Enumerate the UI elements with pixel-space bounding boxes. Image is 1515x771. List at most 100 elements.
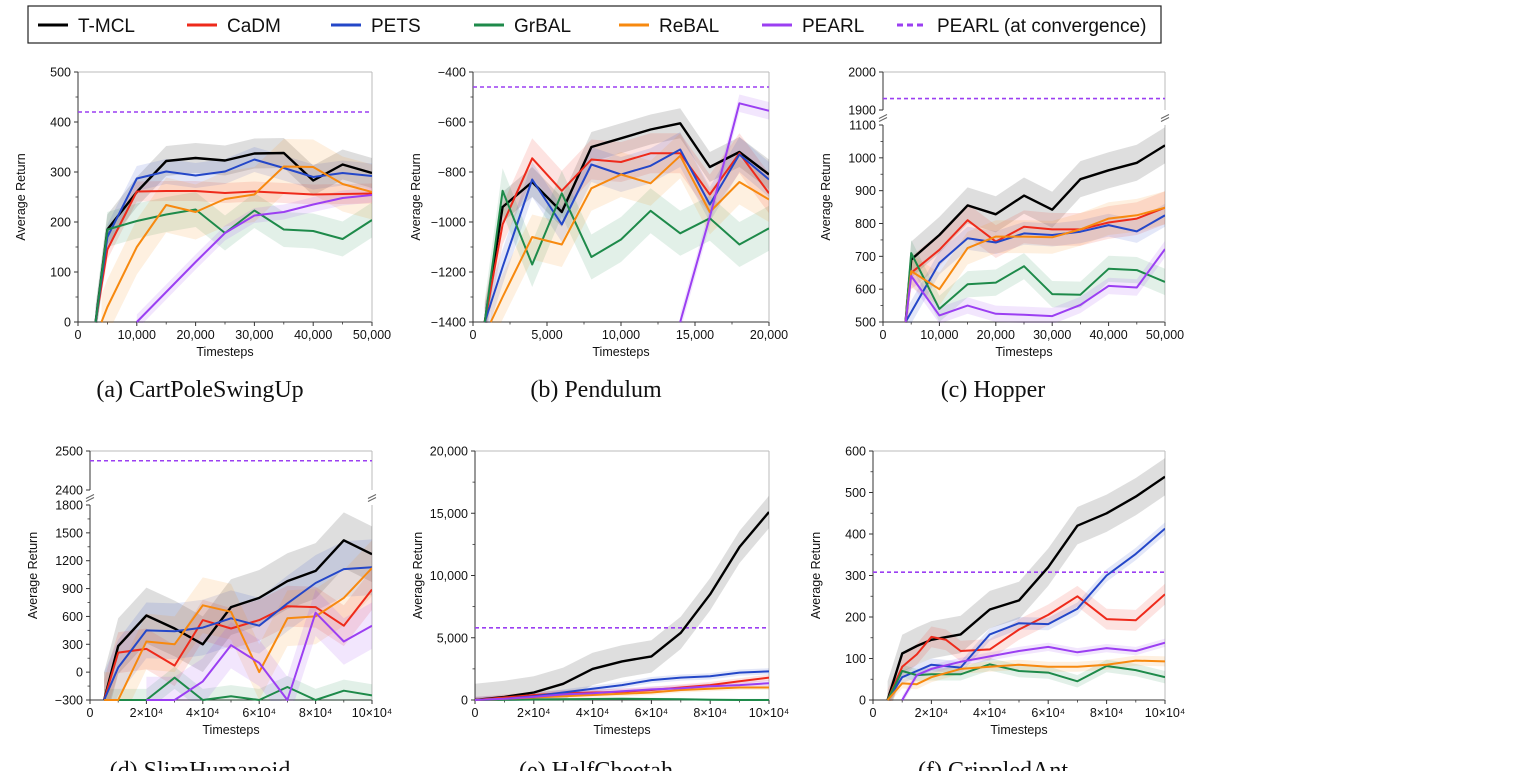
series-line-rebal <box>904 206 1165 323</box>
x-tick-label: 0 <box>880 328 887 342</box>
series-line-pets <box>904 214 1165 323</box>
legend-entry-cadm: CaDM <box>187 16 281 37</box>
x-tick-label: 6×10⁴ <box>1031 706 1065 720</box>
y-tick-label: 300 <box>845 569 866 583</box>
series-line-cadm <box>886 593 1165 701</box>
series-line-pearl <box>136 194 372 323</box>
legend-entry-pets: PETS <box>331 16 421 37</box>
panel-e-halfcheetah: 0 2×10⁴ 4×10⁴ 6×10⁴ 8×10⁴ 10×10⁴ 0 5,000 10,000 1… <box>411 445 789 771</box>
series-line-cadm <box>94 190 372 323</box>
series-line-cadm <box>103 588 372 701</box>
y-tick-label: 10,000 <box>430 569 468 583</box>
plot-area <box>90 459 372 701</box>
y-tick-label: 0 <box>64 316 71 330</box>
x-tick-label: 30,000 <box>1033 328 1071 342</box>
x-tick-label: 0 <box>470 328 477 342</box>
y-tick-label: 500 <box>855 316 876 330</box>
confidence-band-grbal <box>905 239 1165 323</box>
axis-break-mark <box>878 114 888 122</box>
x-tick-label: 40,000 <box>1089 328 1127 342</box>
y-axis-label: Average Return <box>819 153 833 240</box>
y-axis-label: Average Return <box>809 532 823 619</box>
panel-caption: (b) Pendulum <box>530 377 662 403</box>
y-tick-label: −600 <box>438 116 466 130</box>
y-tick-label: 600 <box>62 610 83 624</box>
confidence-band-t-mcl <box>95 138 372 323</box>
x-axis-label: Timesteps <box>995 345 1052 359</box>
panel-caption: (d) SlimHumanoid <box>110 758 291 771</box>
x-tick-label: 4×10⁴ <box>973 706 1007 720</box>
x-axis-label: Timesteps <box>196 345 253 359</box>
x-tick-label: 2×10⁴ <box>517 706 551 720</box>
confidence-band-t-mcl <box>484 108 769 323</box>
series-line-grbal <box>886 663 1165 701</box>
x-tick-label: 10,000 <box>602 328 640 342</box>
legend: T-MCL CaDM PETS GrBAL ReBAL PEARL PEARL (at co… <box>27 5 1162 44</box>
y-tick-label: 1900 <box>848 104 876 118</box>
panel-f-crippledant: 0 2×10⁴ 4×10⁴ 6×10⁴ 8×10⁴ 10×10⁴ 0 100 200 300 400… <box>809 445 1185 771</box>
legend-entry-pearl-at-convergence: PEARL (at convergence) <box>897 16 1146 37</box>
legend-entry-grbal: GrBAL <box>474 16 571 37</box>
confidence-band-cadm <box>95 181 372 323</box>
series-line-t-mcl <box>483 122 769 323</box>
y-tick-label: 200 <box>845 611 866 625</box>
y-tick-label: −300 <box>55 694 83 708</box>
legend-label: PEARL (at convergence) <box>937 16 1146 37</box>
series-line-rebal <box>489 154 769 323</box>
series-line-pearl <box>904 248 1165 323</box>
series-line-t-mcl <box>904 144 1165 323</box>
y-axis-label: Average Return <box>409 153 423 240</box>
x-tick-label: 0 <box>75 328 82 342</box>
y-tick-label: 20,000 <box>430 445 468 459</box>
series-line-t-mcl <box>102 539 372 701</box>
y-tick-label: 1500 <box>55 526 83 540</box>
legend-label: PETS <box>371 16 421 37</box>
confidence-band-t-mcl <box>905 127 1165 323</box>
confidence-band-pets <box>905 203 1165 323</box>
x-tick-label: 20,000 <box>750 328 788 342</box>
legend-label: GrBAL <box>514 16 571 37</box>
panel-b-pendulum: 0 5,000 10,000 15,000 20,000 −1400 −1200 −1000 −… <box>409 66 788 404</box>
y-tick-label: −1200 <box>431 266 466 280</box>
y-tick-label: 300 <box>62 638 83 652</box>
panel-caption: (a) CartPoleSwingUp <box>96 377 303 403</box>
y-tick-label: 800 <box>855 217 876 231</box>
axis-break-mark <box>1160 114 1170 122</box>
x-tick-label: 20,000 <box>977 328 1015 342</box>
plot-area <box>475 495 769 701</box>
y-tick-label: 100 <box>845 652 866 666</box>
panel-a-cartpoleswingup: 0 10,000 20,000 30,000 40,000 50,000 0 100 200 30… <box>14 66 391 404</box>
legend-entry-t-mcl: T-MCL <box>38 16 135 37</box>
y-tick-label: −1400 <box>431 316 466 330</box>
y-tick-label: 1800 <box>55 499 83 513</box>
y-tick-label: 0 <box>859 694 866 708</box>
series-line-pets <box>94 158 372 323</box>
y-tick-label: 600 <box>855 283 876 297</box>
x-tick-label: 0 <box>870 706 877 720</box>
panel-d-slimhumanoid: 0 2×10⁴ 4×10⁴ 6×10⁴ 8×10⁴ 10×10⁴ −300 0 300 600 90… <box>26 445 392 771</box>
series-line-pets <box>886 527 1165 701</box>
y-axis-label: Average Return <box>14 153 28 240</box>
y-tick-label: 2000 <box>848 66 876 80</box>
series-line-pets <box>103 566 372 701</box>
y-tick-label: 500 <box>845 486 866 500</box>
y-tick-label: 0 <box>76 666 83 680</box>
y-tick-label: 900 <box>855 184 876 198</box>
confidence-band-grbal <box>104 666 372 701</box>
series-line-pearl <box>146 611 372 701</box>
x-tick-label: 2×10⁴ <box>915 706 949 720</box>
x-tick-label: 6×10⁴ <box>635 706 669 720</box>
y-tick-label: 900 <box>62 582 83 596</box>
plot-area <box>473 86 769 323</box>
series-line-grbal <box>483 189 769 323</box>
y-tick-label: −800 <box>438 166 466 180</box>
x-tick-label: 4×10⁴ <box>186 706 220 720</box>
x-axis-label: Timesteps <box>990 723 1047 737</box>
confidence-band-t-mcl <box>475 495 769 701</box>
confidence-band-t-mcl <box>104 512 372 701</box>
y-tick-label: 600 <box>845 445 866 459</box>
confidence-band-pets <box>484 132 769 323</box>
series-line-rebal <box>886 659 1165 701</box>
x-tick-label: 10×10⁴ <box>749 706 789 720</box>
confidence-band-grbal <box>95 192 372 323</box>
